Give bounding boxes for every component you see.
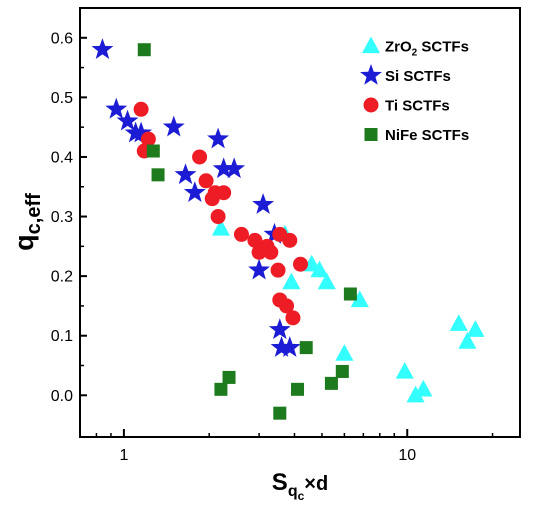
y-axis-title-sub: c,eff [23,193,45,234]
data-point-s1-p0 [91,38,114,60]
y-tick-label: 0.2 [51,269,73,286]
y-tick-label: 0.5 [51,90,73,107]
data-point-s2-p7 [216,185,232,201]
legend-item: ZrO2 SCTFs [361,36,469,59]
data-point-s0-p0 [211,218,230,236]
legend-label-tail: SCTFs [417,39,469,56]
legend-marker [364,128,378,141]
legend-label: ZrO2 SCTFs [385,39,469,59]
data-point-s1-p6 [174,163,197,185]
data-point-s2-p20 [285,310,301,326]
data-point-s0-p7 [335,344,354,361]
legend-item: Si SCTFs [360,64,451,85]
x-axis-title: Sqc×d [272,469,328,503]
y-tick-label: 0.6 [51,30,73,47]
plot-frame [79,7,521,438]
y-tick-label: 0.1 [51,328,73,345]
data-point-s0-p5 [317,272,336,290]
data-point-s1-p4 [130,121,153,143]
data-point-s3-p5 [273,406,287,420]
data-point-s2-p3 [192,149,208,165]
data-point-s1-p8 [207,127,230,149]
data-point-s2-p13 [263,244,279,260]
data-point-s3-p8 [324,376,338,390]
data-point-s1-p15 [270,336,293,357]
data-point-s1-p1 [105,97,128,119]
data-point-s1-p2 [116,109,139,131]
data-point-s3-p0 [137,43,151,57]
legend-label-sub: 2 [412,48,418,59]
data-point-s1-p11 [252,193,275,214]
legend-label: Si SCTFs [385,68,451,85]
y-axis-title-base: q [9,234,39,251]
data-point-s2-p8 [210,209,226,225]
x-tick-label: 1 [119,447,128,464]
data-point-s3-p6 [291,382,305,396]
data-point-s1-p9 [212,157,235,179]
legend-label: Ti SCTFs [385,98,450,115]
data-point-s1-p14 [268,318,291,340]
data-point-s2-p1 [140,131,156,147]
data-point-s2-p9 [233,226,249,242]
data-point-s2-p4 [198,173,214,189]
x-axis-title-subsub: c [298,489,305,503]
data-point-s1-p7 [183,181,206,203]
legend: ZrO2 SCTFs Si SCTFs Ti SCTFs NiFe SCTFs [360,36,469,144]
series-star-points [91,38,301,357]
legend-label-base: Si SCTFs [385,68,451,85]
legend-item: Ti SCTFs [363,97,450,115]
x-axis-title-tail: ×d [304,473,328,495]
data-point-s3-p2 [151,168,165,182]
y-tick-label: 0.3 [51,209,73,226]
data-point-s1-p16 [278,336,301,357]
x-axis-title-base: S [272,469,288,496]
data-point-s2-p10 [247,232,263,248]
data-point-s1-p10 [223,157,246,179]
data-point-s0-p2 [282,272,301,290]
data-point-s0-p13 [466,320,485,337]
data-point-s1-p13 [248,258,271,280]
legend-marker [360,64,382,85]
data-point-s0-p4 [310,260,329,278]
legend-marker [363,97,379,113]
data-point-s3-p10 [343,287,357,301]
y-tick-label: 0.0 [51,388,73,405]
legend-marker [361,36,381,54]
data-point-s0-p6 [350,290,369,308]
legend-label-base: ZrO [385,39,412,56]
data-point-s2-p15 [270,262,286,278]
data-point-s0-p12 [458,332,477,349]
data-point-s2-p16 [282,232,298,248]
series-circle-points [133,101,308,326]
data-points [91,38,485,420]
data-point-s3-p3 [214,382,228,396]
data-point-s1-p5 [162,115,185,137]
y-axis-title: qc,eff [9,193,45,251]
legend-label: NiFe SCTFs [385,127,469,144]
x-tick-label: 10 [398,447,416,464]
data-point-s0-p11 [449,314,468,331]
series-square-points [137,43,357,420]
legend-item: NiFe SCTFs [364,127,469,144]
x-axis-title-sub: q [288,483,298,500]
data-point-s3-p7 [299,341,313,355]
data-point-s3-p4 [222,370,236,384]
data-point-s0-p8 [395,361,414,379]
legend-label-base: NiFe SCTFs [385,127,469,144]
data-point-s3-p9 [335,364,349,378]
y-tick-label: 0.4 [51,149,73,166]
data-point-s2-p17 [292,256,308,272]
data-point-s3-p1 [146,144,160,158]
data-point-s2-p19 [279,298,295,314]
data-point-s2-p0 [133,101,149,117]
legend-label-base: Ti SCTFs [385,98,450,115]
data-point-s0-p9 [406,385,425,403]
series-triangle-points [211,218,485,403]
data-point-s0-p10 [414,379,433,397]
